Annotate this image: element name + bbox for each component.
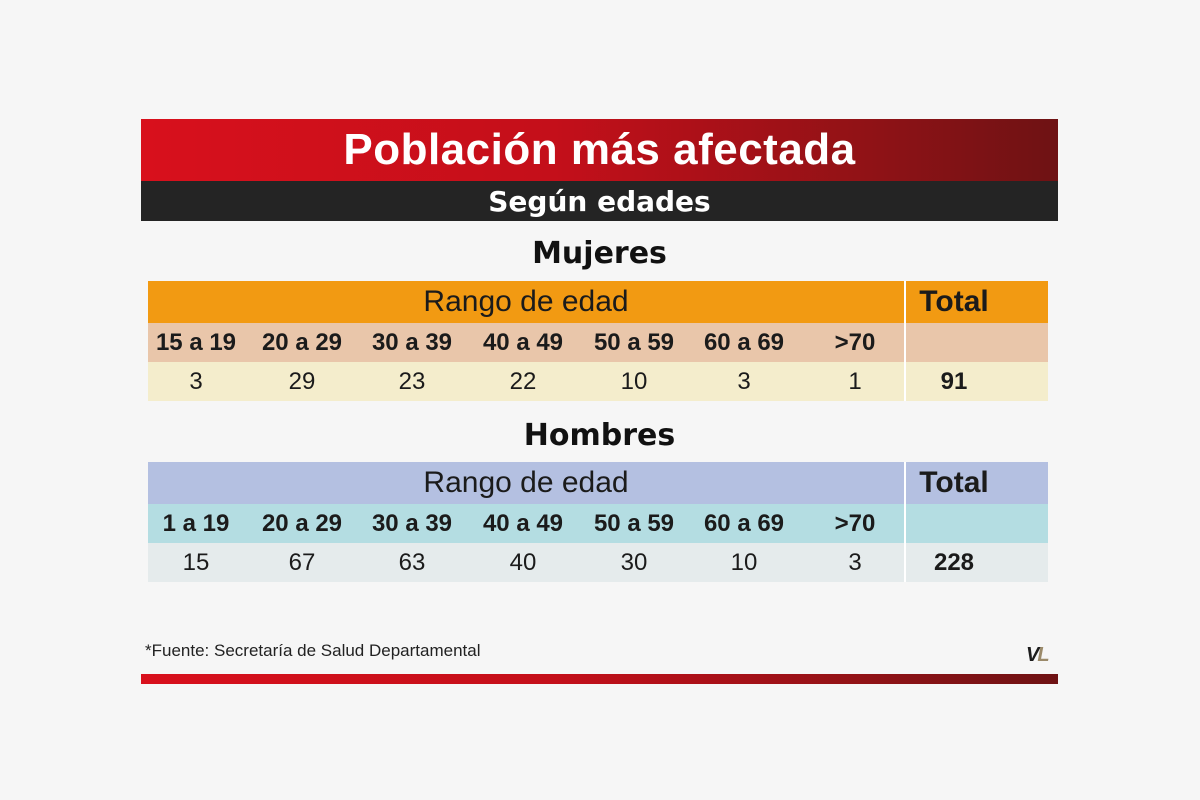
women-column-separator (904, 362, 906, 401)
men-column-separator (904, 543, 906, 582)
women-age-range-row: 15 a 19 20 a 29 30 a 39 40 a 49 50 a 59 60 a … (148, 323, 1048, 362)
women-count-value: 3 (189, 367, 203, 395)
men-count-value: 40 (509, 548, 537, 576)
men-age-range-row: 1 a 19 20 a 29 30 a 39 40 a 49 50 a 59 60 a 6… (148, 504, 1048, 543)
men-age-range-label: 30 a 39 (371, 509, 453, 537)
women-age-range-label: 60 a 69 (703, 328, 785, 356)
women-count-value: 23 (398, 367, 426, 395)
women-total-value: 91 (940, 367, 968, 395)
men-header-row: Rango de edad Total (148, 462, 1048, 504)
women-age-range-label: 15 a 19 (155, 328, 237, 356)
women-count-value: 1 (848, 367, 862, 395)
men-range-header: Rango de edad (423, 466, 629, 499)
page-title: Población más afectada (343, 125, 856, 174)
men-count-value: 63 (398, 548, 426, 576)
women-age-range-label: 20 a 29 (261, 328, 343, 356)
men-age-range-label: 20 a 29 (261, 509, 343, 537)
title-banner: Población más afectada (141, 119, 1058, 181)
women-count-value: 10 (620, 367, 648, 395)
women-column-separator (904, 323, 906, 362)
subtitle-banner: Según edades (141, 181, 1058, 221)
men-total-header: Total (919, 466, 989, 499)
men-age-range-label: 50 a 59 (593, 509, 675, 537)
men-total-value: 228 (933, 548, 975, 576)
women-column-separator (904, 281, 906, 323)
women-total-header: Total (919, 285, 989, 318)
women-age-range-label: >70 (834, 328, 876, 356)
women-count-row: 3 29 23 22 10 3 1 91 (148, 362, 1048, 401)
women-count-value: 29 (288, 367, 316, 395)
men-column-separator (904, 462, 906, 504)
brand-logo: VL (1026, 644, 1050, 667)
bottom-accent-bar (141, 674, 1058, 684)
women-count-value: 22 (509, 367, 537, 395)
logo-letter-v: V (1026, 644, 1039, 666)
women-header-row: Rango de edad Total (148, 281, 1048, 323)
men-age-range-label: >70 (834, 509, 876, 537)
women-age-range-label: 30 a 39 (371, 328, 453, 356)
men-age-range-label: 60 a 69 (703, 509, 785, 537)
men-count-value: 3 (848, 548, 862, 576)
women-age-range-label: 50 a 59 (593, 328, 675, 356)
men-count-value: 67 (288, 548, 316, 576)
men-age-range-label: 1 a 19 (162, 509, 230, 537)
men-count-value: 15 (182, 548, 210, 576)
men-count-value: 30 (620, 548, 648, 576)
source-note: *Fuente: Secretaría de Salud Departament… (145, 641, 481, 660)
women-count-value: 3 (737, 367, 751, 395)
men-column-separator (904, 504, 906, 543)
women-heading: Mujeres (532, 236, 667, 271)
men-count-value: 10 (730, 548, 758, 576)
women-range-header: Rango de edad (423, 285, 629, 318)
women-age-range-label: 40 a 49 (482, 328, 564, 356)
men-heading: Hombres (523, 418, 676, 453)
page-subtitle: Según edades (488, 184, 711, 218)
men-count-row: 15 67 63 40 30 10 3 228 (148, 543, 1048, 582)
logo-letter-l: L (1037, 644, 1049, 666)
men-age-range-label: 40 a 49 (482, 509, 564, 537)
